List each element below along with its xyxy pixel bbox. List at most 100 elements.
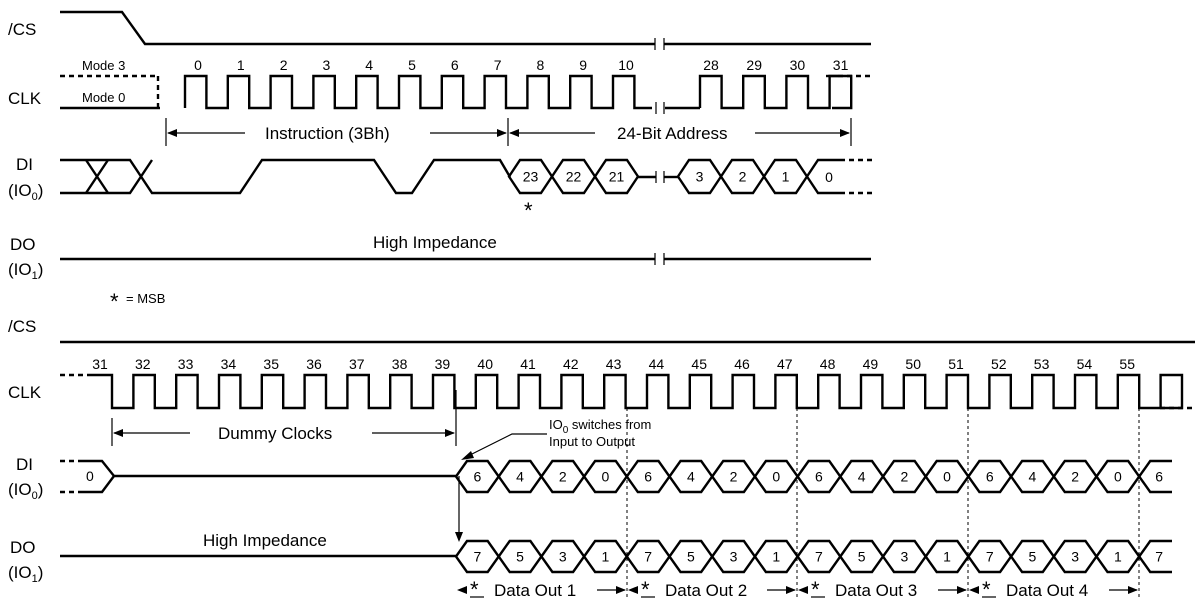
clk-bottom-number: 51	[948, 356, 964, 372]
do-output-bit: 5	[858, 549, 866, 565]
clk-top-number: 3	[323, 57, 331, 73]
di-output-bit: 6	[1155, 469, 1163, 485]
di-address-bit: 3	[696, 169, 704, 185]
clk-top-number: 2	[280, 57, 288, 73]
do-bottom-io-close: )	[38, 563, 44, 582]
address-arrowhead-right	[840, 129, 850, 137]
cs-top-waveform	[60, 10, 655, 46]
data-out-msb-star: *	[811, 577, 820, 602]
do-bottom-io-label: (IO1)	[8, 563, 43, 585]
di-top-label: DI	[16, 155, 33, 174]
di-output-bit: 0	[602, 469, 610, 485]
data-out-arrowhead-left	[798, 586, 808, 594]
di-address-bit: 21	[609, 169, 625, 185]
do-bottom-io-text: (IO	[8, 563, 32, 582]
clk-top-number: 31	[833, 57, 849, 73]
di-address-bit: 23	[523, 169, 539, 185]
data-out-msb-star: *	[982, 577, 991, 602]
data-out-label: Data Out 1	[494, 581, 576, 600]
data-out-msb-star: *	[641, 577, 650, 602]
di-output-bit: 0	[772, 469, 780, 485]
di-top-io-close: )	[38, 181, 44, 200]
di-output-bit: 2	[559, 469, 567, 485]
mode3-label: Mode 3	[82, 58, 125, 73]
di-top-io-text: (IO	[8, 181, 32, 200]
data-out-labels: * Data Out 1 * Data Out 2 * Data Out 3 * Data O…	[457, 577, 1138, 602]
cs-bottom-label: /CS	[8, 317, 36, 336]
di-output-bit: 4	[687, 469, 695, 485]
data-out-arrowhead-right	[786, 586, 796, 594]
data-out-arrowhead-left	[457, 586, 467, 594]
do-output-bit: 7	[473, 549, 481, 565]
di-address-last-cell-bottom	[806, 175, 840, 195]
clk-bottom-number: 41	[520, 356, 536, 372]
do-top-io-sub: 1	[32, 270, 38, 282]
data-out-arrowhead-left	[628, 586, 638, 594]
clk-top-number: 0	[194, 57, 202, 73]
address-arrowhead-left	[509, 129, 519, 137]
instruction-label: Instruction (3Bh)	[265, 124, 390, 143]
clk-top-number: 1	[237, 57, 245, 73]
di-bottom-label: DI	[16, 455, 33, 474]
do-output-bit: 3	[730, 549, 738, 565]
clk-top-number: 8	[537, 57, 545, 73]
io-switch-text: switches from	[568, 417, 651, 432]
data-out-label: Data Out 4	[1006, 581, 1088, 600]
di-address-last-cell-top	[806, 158, 840, 178]
data-out-label: Data Out 2	[665, 581, 747, 600]
instruction-arrowhead-right	[497, 129, 507, 137]
msb-marker-top: *	[524, 198, 533, 223]
clk-bottom-number: 48	[820, 356, 836, 372]
clk-top-number: 7	[494, 57, 502, 73]
di-output-bit: 0	[1114, 469, 1122, 485]
do-output-bit: 1	[602, 549, 610, 565]
io-switch-line2: Input to Output	[549, 434, 635, 449]
clk-top-label: CLK	[8, 89, 42, 108]
clk-bottom-number: 46	[734, 356, 750, 372]
clk-top-number: 28	[703, 57, 719, 73]
do-output-bit: 3	[559, 549, 567, 565]
clk-bottom-number: 31	[92, 356, 108, 372]
dummy-arrowhead-right	[445, 429, 455, 437]
data-out-msb-star: *	[470, 577, 479, 602]
clk-top-number: 5	[408, 57, 416, 73]
di-bottom-tail-cell: 0	[60, 459, 116, 494]
clk-top-number: 9	[579, 57, 587, 73]
clk-top-number: 6	[451, 57, 459, 73]
clk-bottom-number: 53	[1034, 356, 1050, 372]
do-output-bit: 7	[644, 549, 652, 565]
di-bottom-io-label: (IO0)	[8, 480, 43, 502]
do-output-bit: 5	[1029, 549, 1037, 565]
di-output-bit: 2	[900, 469, 908, 485]
di-output-bit: 4	[858, 469, 866, 485]
address-label: 24-Bit Address	[617, 124, 728, 143]
di-address-bus-b: 3 2 1 0	[664, 158, 872, 195]
clk-bottom-number: 43	[606, 356, 622, 372]
clk-bottom-number: 52	[991, 356, 1007, 372]
data-out-arrowhead-left	[969, 586, 979, 594]
io-switch-leader	[465, 433, 547, 458]
di-address-bit: 2	[739, 169, 747, 185]
do-output-bit: 7	[1155, 549, 1163, 565]
do-output-last-bottom	[1138, 555, 1172, 574]
do-output-bit: 1	[772, 549, 780, 565]
di-output-bit: 6	[473, 469, 481, 485]
io-switch-line1: IO0 switches from	[549, 417, 651, 436]
di-output-bit: 4	[516, 469, 524, 485]
clk-top-numbers: 0 1 2 3 4 5 6 7 8 9 10 28 29 30 31	[194, 57, 848, 73]
di-bottom-io-close: )	[38, 480, 44, 499]
data-out-arrowhead-right	[616, 586, 626, 594]
di-bottom-io-text: (IO	[8, 480, 32, 499]
di-output-last-top	[1138, 459, 1172, 478]
clk-bottom-number: 33	[178, 356, 194, 372]
clk-bottom-label: CLK	[8, 383, 42, 402]
do-output-bit: 1	[943, 549, 951, 565]
clk-bottom-number: 54	[1077, 356, 1093, 372]
di-output-bit: 4	[1029, 469, 1037, 485]
di-address-bit: 0	[825, 169, 833, 185]
do-output-last-top	[1138, 539, 1172, 558]
dummy-arrowhead-left	[113, 429, 123, 437]
data-out-arrowhead-right	[1128, 586, 1138, 594]
clk-bottom-number: 55	[1119, 356, 1135, 372]
